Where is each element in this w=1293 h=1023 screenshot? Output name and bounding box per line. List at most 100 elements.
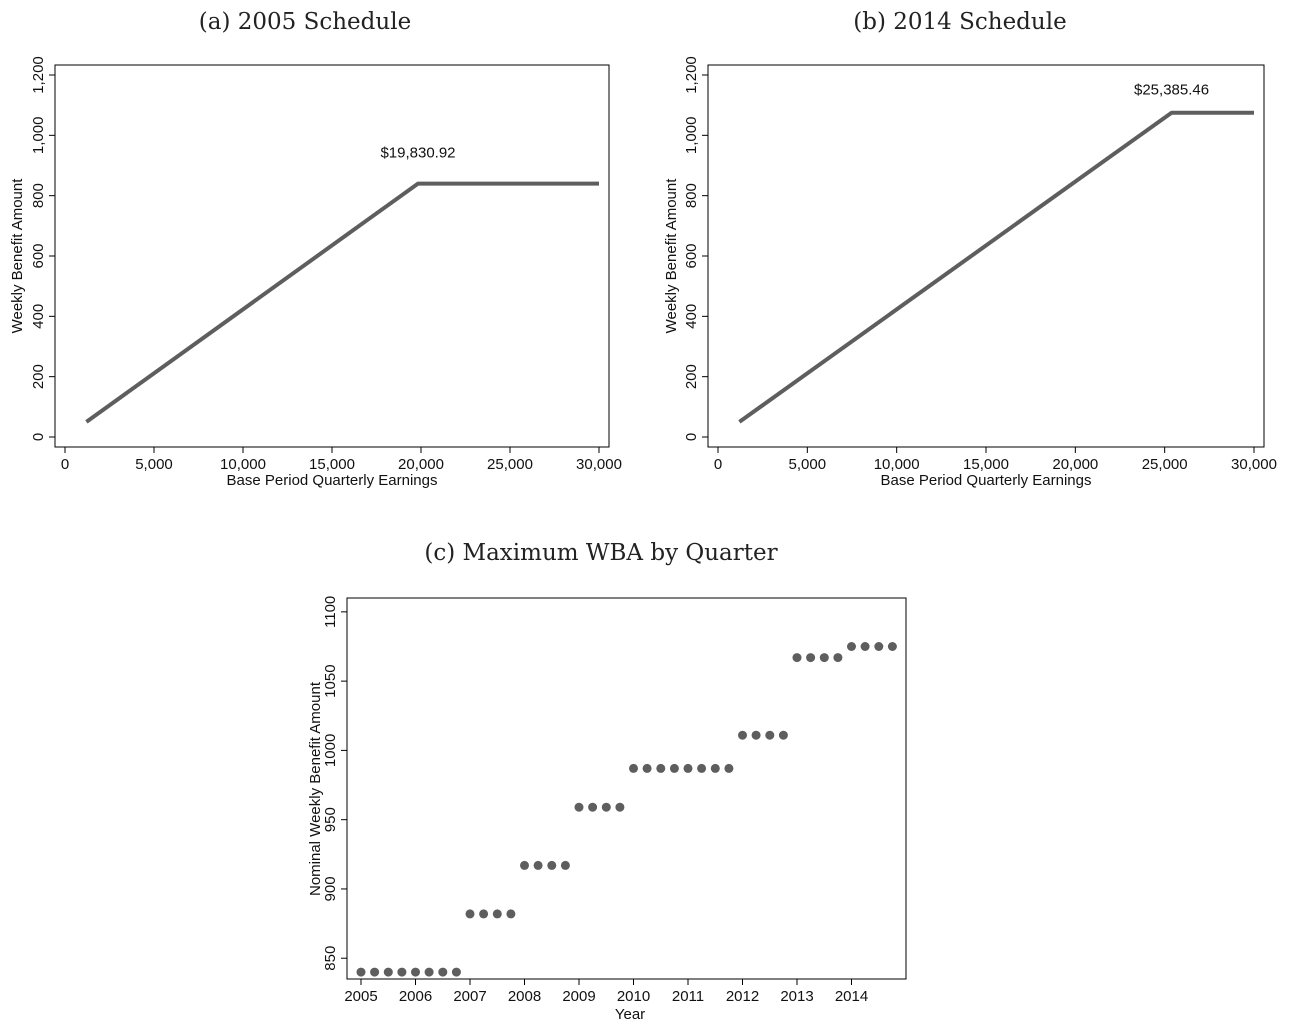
x-tick-label: 2011	[672, 988, 704, 1005]
y-tick-label: 1100	[322, 596, 339, 628]
y-tick-label: 1,000	[30, 117, 47, 155]
x-tick-label: 10,000	[874, 456, 920, 473]
data-point	[411, 967, 420, 977]
panel-a-y-axis: 0 200 400 600 800 1,000 1,200	[30, 56, 55, 441]
data-point	[778, 730, 788, 740]
data-point	[887, 642, 897, 651]
data-point	[806, 653, 816, 663]
panel-a-title: (a) 2005 Schedule	[199, 9, 411, 35]
data-point	[424, 967, 434, 977]
data-point	[874, 642, 884, 651]
data-point	[697, 763, 707, 773]
data-point	[397, 967, 407, 977]
panel-a-annotation: $19,830.92	[380, 145, 455, 162]
data-point	[710, 763, 720, 773]
data-point	[560, 860, 570, 870]
panel-a: (a) 2005 Schedule 0 5,000 10,000 15,000 20,0…	[9, 9, 622, 489]
data-point	[451, 967, 461, 977]
y-tick-label: 1,200	[683, 56, 700, 94]
data-point	[819, 653, 829, 663]
x-tick-label: 2008	[508, 988, 541, 1005]
data-point	[615, 802, 625, 812]
data-point	[506, 909, 516, 919]
data-point	[601, 802, 611, 812]
x-tick-label: 2007	[453, 988, 486, 1005]
x-tick-label: 25,000	[487, 456, 533, 473]
y-tick-label: 800	[30, 183, 47, 208]
data-point	[465, 909, 475, 919]
x-tick-label: 15,000	[963, 456, 1009, 473]
x-tick-label: 30,000	[576, 456, 622, 473]
data-point	[792, 653, 802, 663]
y-tick-label: 400	[683, 304, 700, 329]
x-tick-label: 15,000	[309, 456, 355, 473]
panel-a-plot-frame	[54, 64, 610, 448]
x-tick-label: 25,000	[1142, 456, 1188, 473]
panel-b-title: (b) 2014 Schedule	[853, 9, 1066, 35]
x-tick-label: 0	[61, 456, 69, 473]
y-tick-label: 800	[683, 183, 700, 208]
data-point	[438, 967, 448, 977]
panel-b-x-axis-label: Base Period Quarterly Earnings	[881, 472, 1092, 489]
panel-c-points	[356, 642, 897, 977]
data-point	[533, 860, 543, 870]
y-tick-label: 400	[30, 304, 47, 329]
data-point	[479, 909, 489, 919]
data-point	[642, 763, 652, 773]
data-point	[738, 730, 747, 740]
data-point	[383, 967, 393, 977]
data-point	[629, 763, 638, 773]
y-tick-label: 950	[322, 807, 339, 832]
x-tick-label: 2014	[835, 988, 868, 1005]
data-point	[356, 967, 366, 977]
panel-a-series-line	[85, 181, 599, 424]
data-point	[656, 763, 666, 773]
x-tick-label: 20,000	[1052, 456, 1098, 473]
y-tick-label: 1000	[322, 734, 339, 767]
panel-b-y-axis: 0 200 400 600 800 1,000 1,200	[683, 56, 708, 441]
x-tick-label: 2009	[562, 988, 595, 1005]
data-point	[751, 730, 761, 740]
x-tick-label: 10,000	[220, 456, 266, 473]
x-tick-label: 0	[714, 456, 722, 473]
panel-b: (b) 2014 Schedule 0 5,000 10,000 15,000 20,0…	[663, 9, 1277, 489]
panel-b-series-line	[738, 110, 1254, 424]
panel-b-plot-frame	[707, 64, 1265, 448]
panel-a-y-axis-label: Weekly Benefit Amount	[9, 178, 26, 334]
y-tick-label: 200	[683, 364, 700, 389]
y-tick-label: 850	[322, 946, 339, 971]
panel-c-title: (c) Maximum WBA by Quarter	[424, 540, 777, 566]
x-tick-label: 2013	[780, 988, 813, 1005]
data-point	[860, 642, 870, 651]
data-point	[847, 642, 856, 651]
x-tick-label: 5,000	[789, 456, 827, 473]
data-point	[669, 763, 679, 773]
data-point	[574, 802, 584, 812]
panel-c: (c) Maximum WBA by Quarter 2005 2006 2007 2…	[307, 540, 907, 1023]
data-point	[724, 763, 734, 773]
panel-b-annotation: $25,385.46	[1134, 82, 1209, 99]
data-point	[833, 653, 843, 663]
panel-c-x-axis: 2005 2006 2007 2008 2009 2010 2011 2012 2013 2014	[344, 979, 868, 1005]
y-tick-label: 1,000	[683, 117, 700, 155]
data-point	[765, 730, 775, 740]
panel-b-y-axis-label: Weekly Benefit Amount	[663, 178, 680, 334]
y-tick-label: 600	[30, 243, 47, 268]
x-tick-label: 2005	[344, 988, 377, 1005]
y-tick-label: 0	[30, 433, 47, 441]
x-tick-label: 5,000	[135, 456, 173, 473]
panel-a-x-axis: 0 5,000 10,000 15,000 20,000 25,000 30,000	[61, 447, 622, 473]
y-tick-label: 200	[30, 364, 47, 389]
panel-c-plot-frame	[346, 597, 907, 980]
panel-b-x-axis: 0 5,000 10,000 15,000 20,000 25,000 30,000	[714, 447, 1277, 473]
y-tick-label: 0	[683, 433, 700, 441]
x-tick-label: 20,000	[398, 456, 444, 473]
data-point	[547, 860, 557, 870]
data-point	[683, 763, 693, 773]
y-tick-label: 900	[322, 876, 339, 901]
panel-a-x-axis-label: Base Period Quarterly Earnings	[227, 472, 438, 489]
y-tick-label: 600	[683, 243, 700, 268]
panel-c-y-axis-label: Nominal Weekly Benefit Amount	[307, 681, 324, 896]
panel-c-y-axis: 850 900 950 1000 1050 1100	[322, 596, 347, 971]
